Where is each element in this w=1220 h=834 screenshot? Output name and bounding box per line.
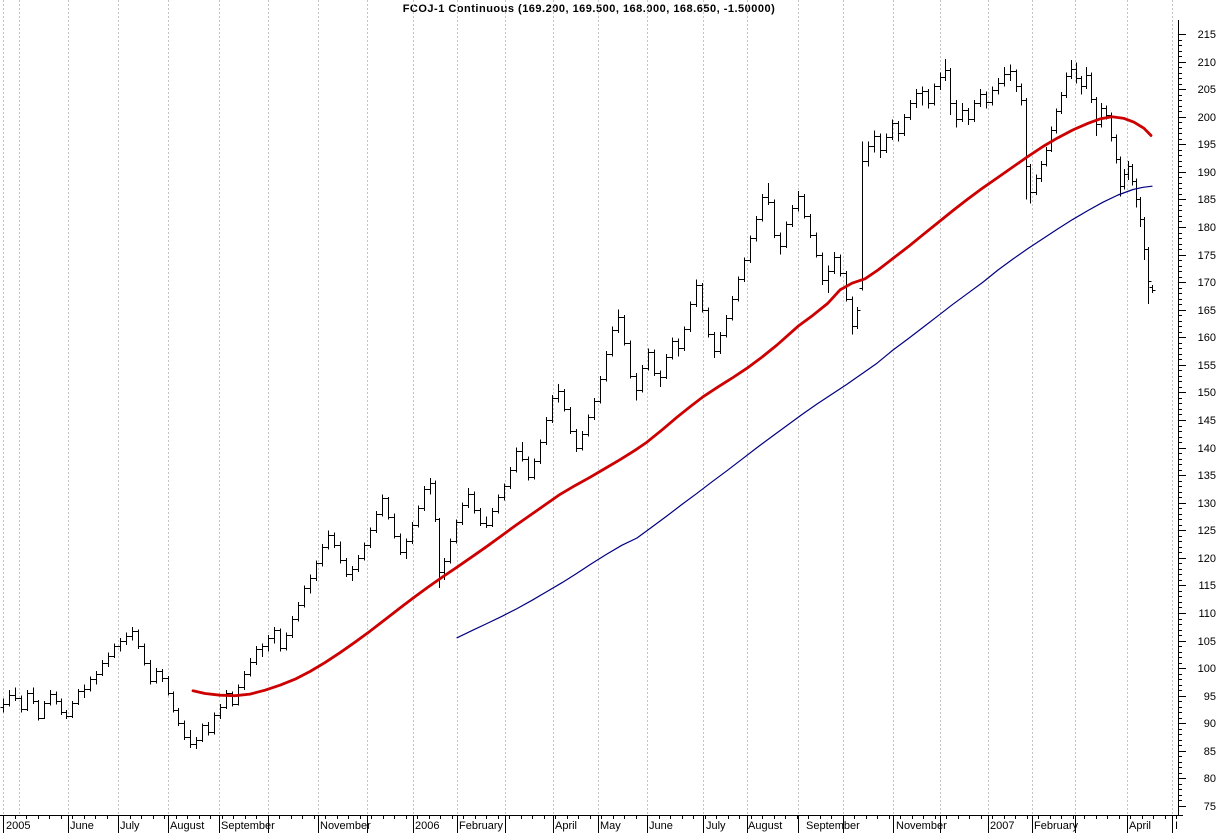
price-axis-label: 95: [1204, 691, 1216, 703]
time-axis-label: September: [221, 820, 275, 832]
price-axis-label: 190: [1198, 167, 1216, 179]
time-axis-label: August: [170, 820, 204, 832]
price-axis-label: 215: [1198, 29, 1216, 41]
price-axis-label: 130: [1198, 498, 1216, 510]
price-axis-label: 80: [1204, 773, 1216, 785]
price-axis-label: 155: [1198, 360, 1216, 372]
time-axis-label: April: [1129, 820, 1151, 832]
time-axis-label: February: [1034, 820, 1079, 832]
price-axis-label: 165: [1198, 305, 1216, 317]
price-axis-label: 120: [1198, 553, 1216, 565]
price-axis-label: 180: [1198, 222, 1216, 234]
time-axis-label: August: [748, 820, 782, 832]
time-axis-label: June: [70, 820, 94, 832]
price-axis-label: 175: [1198, 250, 1216, 262]
price-axis-label: 150: [1198, 387, 1216, 399]
price-axis-label: 100: [1198, 663, 1216, 675]
time-axis-label: May: [600, 820, 621, 832]
time-axis-label: April: [555, 820, 577, 832]
time-axis-label: 2005: [6, 820, 30, 832]
ohlc-bars: [0, 58, 1156, 750]
price-axis-label: 125: [1198, 525, 1216, 537]
price-axis-label: 210: [1198, 57, 1216, 69]
price-axis-label: 140: [1198, 443, 1216, 455]
price-axis: 75 80 85 90 95 100 105 110 115 120 125 130 135 140 145…: [1178, 20, 1216, 815]
price-axis-label: 200: [1198, 112, 1216, 124]
time-axis-label: 2007: [990, 820, 1014, 832]
price-axis-label: 75: [1204, 801, 1216, 813]
price-axis-label: 115: [1198, 580, 1216, 592]
time-axis-label: September: [806, 820, 860, 832]
time-axis-label: February: [459, 820, 504, 832]
price-axis-label: 205: [1198, 84, 1216, 96]
price-axis-label: 145: [1198, 415, 1216, 427]
time-axis-label: November: [896, 820, 947, 832]
time-axis-label: I: [1175, 820, 1178, 832]
price-axis-label: 85: [1204, 746, 1216, 758]
time-axis-label: July: [706, 820, 726, 832]
time-axis-label: July: [120, 820, 140, 832]
price-axis-label: 160: [1198, 332, 1216, 344]
price-axis-label: 135: [1198, 470, 1216, 482]
time-axis: 2005 June July August September November 2006 F…: [0, 815, 1183, 833]
month-gridlines: [3, 0, 1173, 815]
price-axis-label: 185: [1198, 194, 1216, 206]
price-axis-label: 170: [1198, 277, 1216, 289]
price-axis-label: 195: [1198, 139, 1216, 151]
chart-title: FCOJ-1 Continuous (169.200, 169.500, 168…: [402, 3, 776, 15]
time-axis-label: November: [320, 820, 371, 832]
price-axis-label: 90: [1204, 718, 1216, 730]
time-axis-label: June: [649, 820, 673, 832]
blue-moving-average-line: [456, 185, 1153, 639]
price-axis-label: 105: [1198, 636, 1216, 648]
time-axis-label: 2006: [415, 820, 439, 832]
price-axis-label: 110: [1198, 608, 1216, 620]
red-moving-average-line: [191, 115, 1153, 698]
